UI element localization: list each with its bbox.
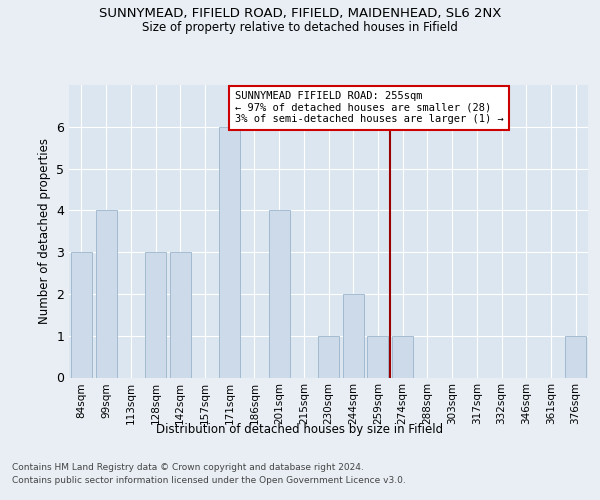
Bar bbox=[170, 252, 191, 378]
Bar bbox=[269, 210, 290, 378]
Bar bbox=[318, 336, 339, 378]
Bar bbox=[95, 210, 116, 378]
Text: SUNNYMEAD FIFIELD ROAD: 255sqm
← 97% of detached houses are smaller (28)
3% of s: SUNNYMEAD FIFIELD ROAD: 255sqm ← 97% of … bbox=[235, 92, 503, 124]
Text: Distribution of detached houses by size in Fifield: Distribution of detached houses by size … bbox=[157, 422, 443, 436]
Bar bbox=[219, 127, 240, 378]
Bar bbox=[71, 252, 92, 378]
Text: Contains public sector information licensed under the Open Government Licence v3: Contains public sector information licen… bbox=[12, 476, 406, 485]
Text: Size of property relative to detached houses in Fifield: Size of property relative to detached ho… bbox=[142, 21, 458, 34]
Bar bbox=[145, 252, 166, 378]
Bar bbox=[565, 336, 586, 378]
Bar bbox=[343, 294, 364, 378]
Text: Contains HM Land Registry data © Crown copyright and database right 2024.: Contains HM Land Registry data © Crown c… bbox=[12, 462, 364, 471]
Y-axis label: Number of detached properties: Number of detached properties bbox=[38, 138, 50, 324]
Bar bbox=[367, 336, 388, 378]
Bar bbox=[392, 336, 413, 378]
Text: SUNNYMEAD, FIFIELD ROAD, FIFIELD, MAIDENHEAD, SL6 2NX: SUNNYMEAD, FIFIELD ROAD, FIFIELD, MAIDEN… bbox=[99, 8, 501, 20]
